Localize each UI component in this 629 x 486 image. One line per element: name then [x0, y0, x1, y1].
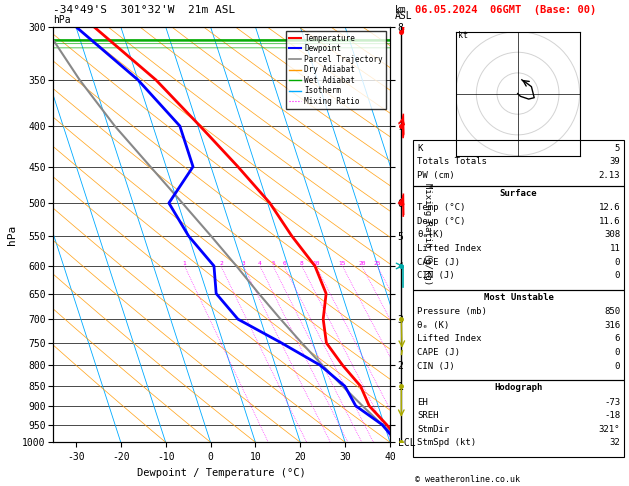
Text: © weatheronline.co.uk: © weatheronline.co.uk — [415, 475, 520, 484]
Text: SREH: SREH — [417, 411, 438, 420]
Text: StmSpd (kt): StmSpd (kt) — [417, 438, 476, 448]
Text: ASL: ASL — [395, 11, 413, 21]
Text: Surface: Surface — [500, 189, 537, 198]
Text: 6: 6 — [615, 334, 620, 344]
Text: 1: 1 — [182, 261, 186, 266]
Text: K: K — [417, 144, 423, 153]
Text: 4: 4 — [258, 261, 262, 266]
Text: Lifted Index: Lifted Index — [417, 244, 482, 253]
Text: 2: 2 — [219, 261, 223, 266]
Text: Lifted Index: Lifted Index — [417, 334, 482, 344]
Text: 5: 5 — [271, 261, 275, 266]
Text: θₑ (K): θₑ (K) — [417, 321, 449, 330]
Text: -34°49'S  301°32'W  21m ASL: -34°49'S 301°32'W 21m ASL — [53, 4, 236, 15]
Text: 25: 25 — [374, 261, 381, 266]
Text: 2.13: 2.13 — [599, 171, 620, 180]
Text: 12.6: 12.6 — [599, 203, 620, 212]
Text: EH: EH — [417, 398, 428, 407]
Text: 850: 850 — [604, 307, 620, 316]
Text: kt: kt — [459, 32, 469, 40]
Text: Dewp (°C): Dewp (°C) — [417, 217, 465, 226]
Text: 0: 0 — [615, 271, 620, 280]
Text: 11: 11 — [610, 244, 620, 253]
Text: 10: 10 — [312, 261, 320, 266]
Text: 15: 15 — [338, 261, 346, 266]
Text: -73: -73 — [604, 398, 620, 407]
Y-axis label: Mixing Ratio (g/kg): Mixing Ratio (g/kg) — [423, 183, 432, 286]
Text: CIN (J): CIN (J) — [417, 271, 455, 280]
Text: CAPE (J): CAPE (J) — [417, 348, 460, 357]
Text: 39: 39 — [610, 157, 620, 167]
Text: 308: 308 — [604, 230, 620, 240]
Text: 6: 6 — [282, 261, 286, 266]
Text: Totals Totals: Totals Totals — [417, 157, 487, 167]
Text: 3: 3 — [242, 261, 245, 266]
Text: 06.05.2024  06GMT  (Base: 00): 06.05.2024 06GMT (Base: 00) — [415, 4, 596, 15]
Text: 0: 0 — [615, 348, 620, 357]
X-axis label: Dewpoint / Temperature (°C): Dewpoint / Temperature (°C) — [137, 468, 306, 478]
Text: 0: 0 — [615, 258, 620, 267]
Text: 20: 20 — [358, 261, 365, 266]
Text: 8: 8 — [300, 261, 304, 266]
Text: 32: 32 — [610, 438, 620, 448]
Text: Most Unstable: Most Unstable — [484, 293, 554, 302]
Y-axis label: hPa: hPa — [7, 225, 17, 244]
Text: 0: 0 — [615, 362, 620, 371]
Text: 5: 5 — [615, 144, 620, 153]
Text: Hodograph: Hodograph — [494, 383, 543, 392]
Text: θₑ(K): θₑ(K) — [417, 230, 444, 240]
Text: hPa: hPa — [53, 15, 71, 25]
Text: Temp (°C): Temp (°C) — [417, 203, 465, 212]
Text: km: km — [395, 4, 407, 15]
Text: CAPE (J): CAPE (J) — [417, 258, 460, 267]
Text: CIN (J): CIN (J) — [417, 362, 455, 371]
Text: -18: -18 — [604, 411, 620, 420]
Text: 316: 316 — [604, 321, 620, 330]
Text: 11.6: 11.6 — [599, 217, 620, 226]
Text: Pressure (mb): Pressure (mb) — [417, 307, 487, 316]
Text: PW (cm): PW (cm) — [417, 171, 455, 180]
Text: 321°: 321° — [599, 425, 620, 434]
Legend: Temperature, Dewpoint, Parcel Trajectory, Dry Adiabat, Wet Adiabat, Isotherm, Mi: Temperature, Dewpoint, Parcel Trajectory… — [286, 31, 386, 109]
Text: StmDir: StmDir — [417, 425, 449, 434]
